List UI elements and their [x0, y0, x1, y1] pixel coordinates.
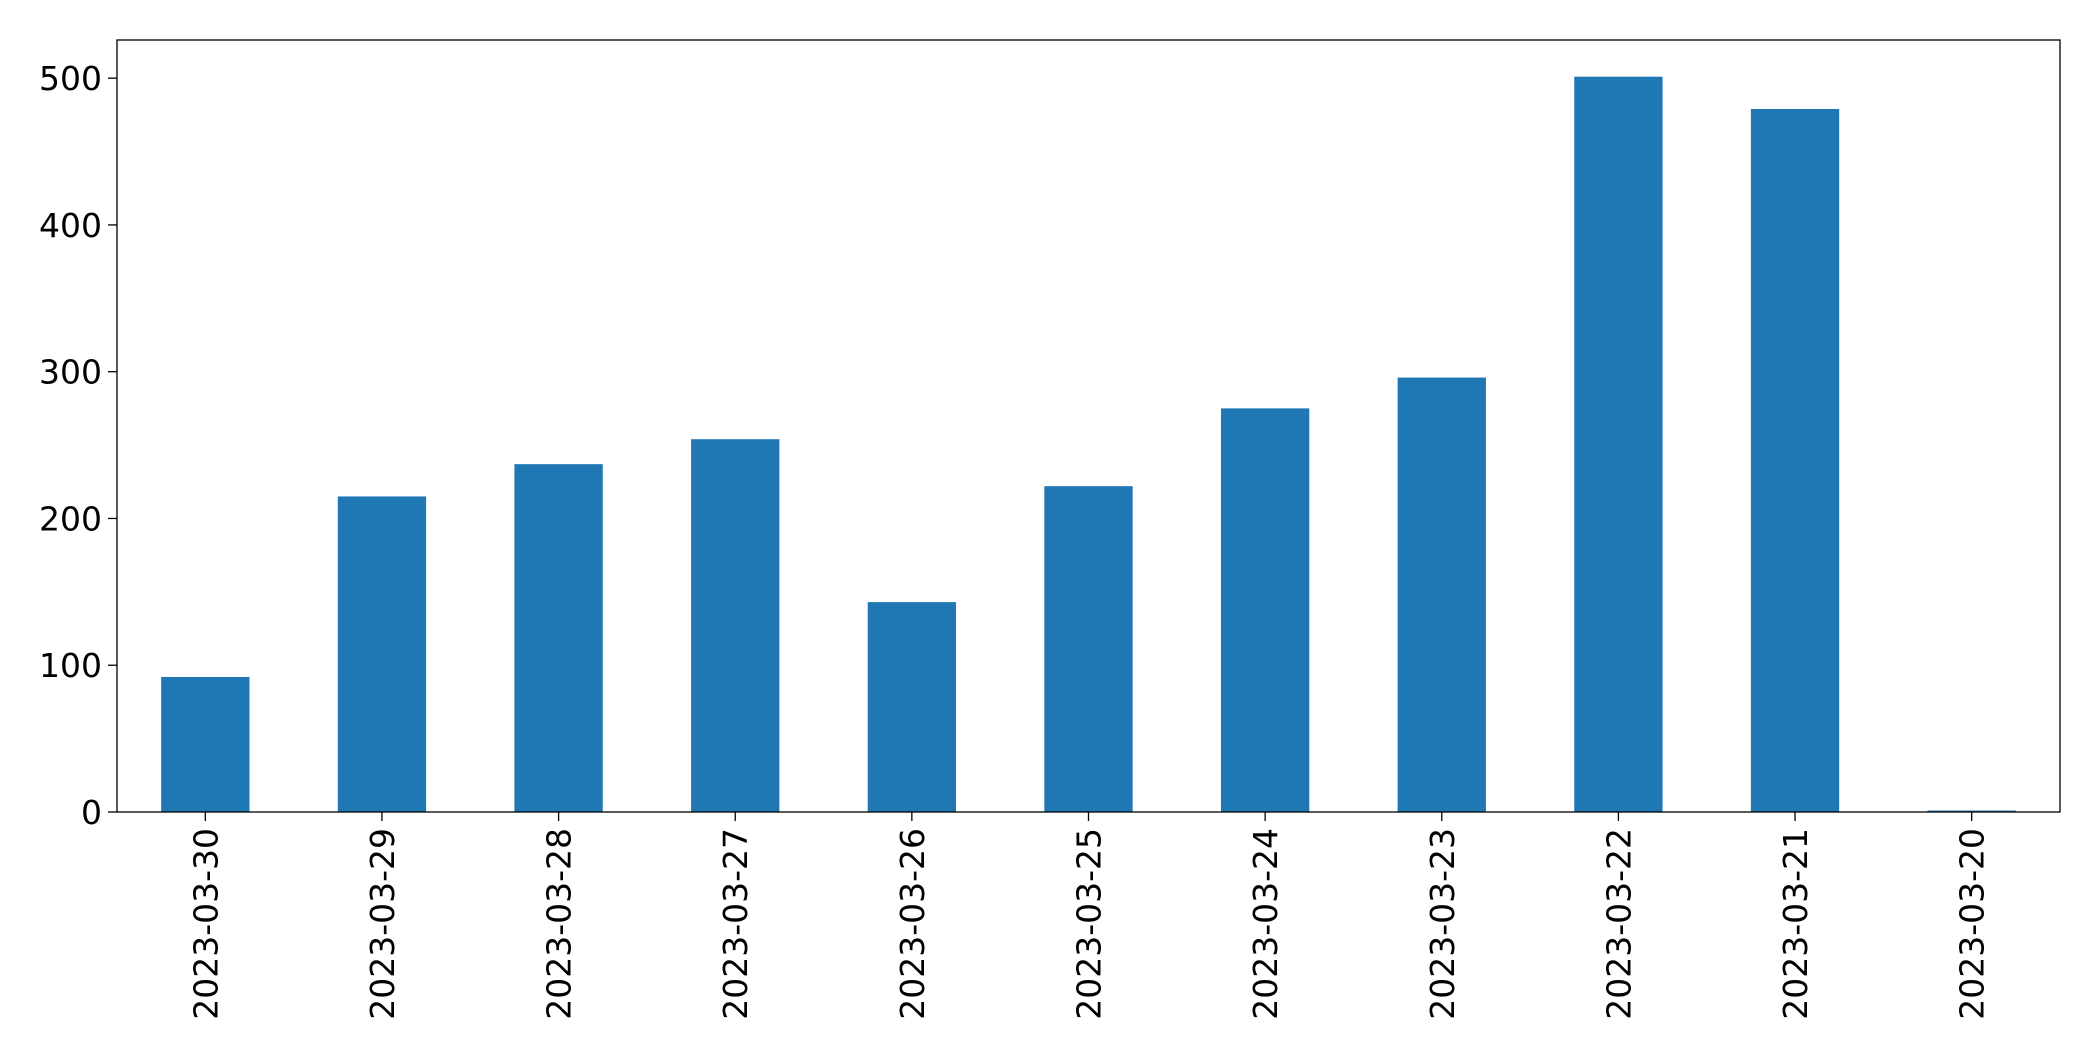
bar-2023-03-30	[161, 676, 250, 812]
bar-2023-03-23	[1397, 377, 1486, 812]
y-tick-label: 100	[39, 646, 102, 685]
x-tick-label: 2023-03-23	[1423, 828, 1462, 1020]
x-tick-label: 2023-03-29	[363, 828, 402, 1020]
x-tick-label: 2023-03-20	[1953, 828, 1992, 1020]
plot-frame	[116, 39, 2061, 813]
x-tick-label: 2023-03-25	[1070, 828, 1109, 1020]
y-axis: 0 100 200 300 400 500	[39, 59, 117, 832]
bar-2023-03-25	[1044, 486, 1133, 812]
x-tick-label: 2023-03-24	[1246, 828, 1285, 1020]
bar-2023-03-22	[1574, 76, 1663, 812]
bar-2023-03-28	[514, 464, 603, 812]
y-tick-label: 0	[81, 793, 102, 832]
y-tick-label: 300	[39, 353, 102, 392]
x-tick-label: 2023-03-30	[186, 828, 225, 1020]
bar-2023-03-21	[1750, 108, 1840, 813]
x-tick-label: 2023-03-26	[893, 828, 932, 1020]
bar-2023-03-26	[867, 602, 957, 812]
x-tick-label: 2023-03-28	[540, 828, 579, 1020]
bars-group	[161, 76, 2016, 813]
bar-2023-03-29	[337, 496, 427, 812]
y-tick-label: 200	[39, 499, 102, 538]
bar-2023-03-27	[691, 439, 780, 812]
bar-2023-03-24	[1220, 408, 1310, 812]
x-tick-label: 2023-03-22	[1599, 828, 1638, 1020]
y-tick-label: 500	[39, 59, 102, 98]
x-tick-label: 2023-03-27	[716, 828, 755, 1020]
bar-2023-03-20	[1927, 810, 2016, 812]
x-tick-label: 2023-03-21	[1776, 828, 1815, 1020]
y-tick-label: 400	[39, 206, 102, 245]
x-axis: 2023-03-30 2023-03-29 2023-03-28 2023-03-27…	[186, 812, 1992, 1020]
